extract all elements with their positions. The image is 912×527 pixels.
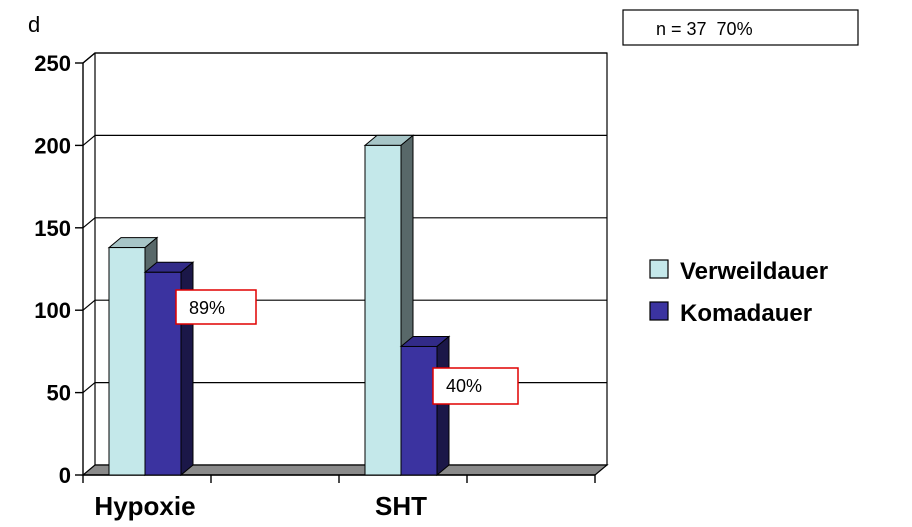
- y-axis-top-edge: [82, 52, 96, 64]
- legend-label-2: Komadauer: [680, 300, 812, 327]
- x-tick-label: SHT: [375, 491, 427, 521]
- y-tick-label: 250: [34, 51, 71, 76]
- bar: [363, 134, 415, 477]
- bar-side: [436, 335, 450, 477]
- note-box: n = 37 70%: [622, 9, 859, 46]
- side-gridline: [82, 382, 96, 394]
- side-gridline: [82, 217, 96, 229]
- annotation-text-1: 89%: [189, 298, 225, 318]
- y-tick-label: 200: [34, 133, 71, 158]
- bars: [107, 134, 451, 477]
- annotation-text-2: 40%: [446, 376, 482, 396]
- legend-label-1: Verweildauer: [680, 258, 828, 285]
- bar-front: [108, 247, 146, 476]
- x-tick-label: Hypoxie: [94, 491, 195, 521]
- legend: Verweildauer Komadauer: [649, 258, 828, 327]
- legend-swatch-1: [649, 259, 669, 279]
- bar: [143, 261, 195, 477]
- side-gridline: [82, 299, 96, 311]
- bar: [399, 335, 451, 477]
- annotation-2: 40%: [432, 367, 519, 405]
- bar-front: [364, 144, 402, 476]
- side-gridline: [82, 134, 96, 146]
- bar-front: [144, 271, 182, 476]
- note-text: n = 37 70%: [656, 19, 753, 39]
- y-tick-label: 0: [59, 463, 71, 488]
- y-tick-label: 100: [34, 298, 71, 323]
- bar-front: [400, 345, 438, 476]
- y-axis-unit-label: d: [28, 12, 40, 37]
- axis-labels: 0 50 100 150 200 250 Hypoxie SHT: [34, 51, 427, 521]
- annotation-1: 89%: [175, 289, 257, 325]
- y-tick-label: 50: [47, 381, 71, 406]
- legend-swatch-2: [649, 301, 669, 321]
- y-tick-label: 150: [34, 216, 71, 241]
